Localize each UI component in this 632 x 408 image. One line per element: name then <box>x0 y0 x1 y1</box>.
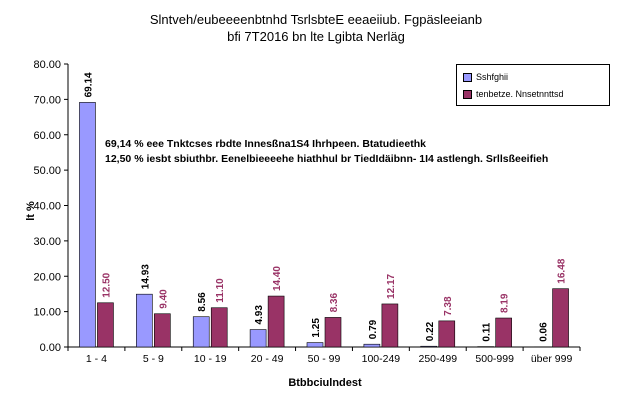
bar-series2 <box>552 288 569 348</box>
data-label-series1: 0.79 <box>368 319 379 339</box>
x-tick-label: 50 - 99 <box>308 353 341 365</box>
data-label-series2: 12.50 <box>101 272 112 297</box>
y-axis-label: lt % <box>25 201 37 221</box>
bar-series1 <box>249 329 267 348</box>
legend-item-series2: tenbetze. Nnsetnnttsd <box>463 89 564 100</box>
bar-series2 <box>154 313 171 348</box>
data-label-series2: 8.19 <box>500 293 511 313</box>
y-tick-label: 50.00 <box>33 165 61 177</box>
x-tick-label: 250-499 <box>419 353 458 365</box>
data-label-series1: 1.25 <box>311 318 322 338</box>
legend-label-series2: tenbetze. Nnsetnnttsd <box>476 89 564 99</box>
y-tick-label: 80.00 <box>33 59 61 71</box>
legend-label-series1: Sshfghii <box>476 72 509 82</box>
x-tick-label: 20 - 49 <box>251 353 284 365</box>
bar-series1 <box>79 102 96 348</box>
data-label-series2: 11.10 <box>215 278 226 303</box>
y-tick-label: 60.00 <box>33 130 61 142</box>
data-label-series2: 9.40 <box>158 289 169 309</box>
data-label-series1: 0.22 <box>425 321 436 341</box>
y-tick-label: 0.00 <box>40 342 61 354</box>
legend-swatch-series2 <box>463 90 472 100</box>
bar-series2 <box>381 303 399 348</box>
chart-title-line1: Slntveh/eubeeeenbtnhd TsrlsbteE eeaeiiub… <box>149 12 483 27</box>
x-tick-label: 100-249 <box>362 353 401 365</box>
bar-series2 <box>210 307 228 348</box>
y-tick-label: 10.00 <box>33 307 61 319</box>
data-label-series2: 12.17 <box>386 273 397 298</box>
chart-title-line2: bfi 7T2016 bn lte Lgibta Nerläg <box>227 29 405 44</box>
bar-series2 <box>495 317 512 348</box>
bar-series2 <box>324 317 342 348</box>
y-tick-label: 20.00 <box>33 271 61 283</box>
data-label-series2: 8.36 <box>329 293 340 313</box>
x-tick-label: 1 - 4 <box>86 353 107 365</box>
data-label-series1: 69.14 <box>83 72 94 97</box>
y-tick-label: 40.00 <box>33 201 61 213</box>
data-label-series1: 4.93 <box>254 305 265 325</box>
data-label-series2: 7.38 <box>443 296 454 316</box>
bar-series1 <box>420 345 438 348</box>
x-axis-label: Btbbciulndest <box>288 377 362 389</box>
bar-series1 <box>136 293 153 348</box>
legend-swatch-series1 <box>463 73 472 83</box>
bar-series1 <box>363 343 381 348</box>
x-tick-label: über 999 <box>531 353 573 365</box>
annotation-line2: 12,50 % iesbt sbiuthbr. Eenelbieeeehe hi… <box>105 153 549 165</box>
x-tick-label: 5 - 9 <box>143 353 164 365</box>
bar-series1 <box>306 342 324 348</box>
y-tick-label: 30.00 <box>33 236 61 248</box>
legend: Sshfghii tenbetze. Nnsetnnttsd <box>456 64 610 106</box>
x-tick-label: 500-999 <box>475 353 514 365</box>
data-label-series1: 0.11 <box>482 322 493 341</box>
data-label-series1: 14.93 <box>140 264 151 289</box>
data-label-series2: 14.40 <box>272 266 283 291</box>
annotation-line1: 69,14 % eee Tnktcses rbdte Innesßna1S4 I… <box>105 138 426 150</box>
bar-series2 <box>97 302 114 348</box>
data-label-series2: 16.48 <box>557 258 568 283</box>
bar-series1 <box>192 316 210 348</box>
x-tick-label: 10 - 19 <box>194 353 227 365</box>
bar-series2 <box>438 320 456 348</box>
legend-item-series1: Sshfghii <box>463 72 509 83</box>
data-label-series1: 8.56 <box>197 292 208 312</box>
y-tick-label: 70.00 <box>33 94 61 106</box>
bar-series2 <box>267 295 285 348</box>
data-label-series1: 0.06 <box>539 322 550 342</box>
